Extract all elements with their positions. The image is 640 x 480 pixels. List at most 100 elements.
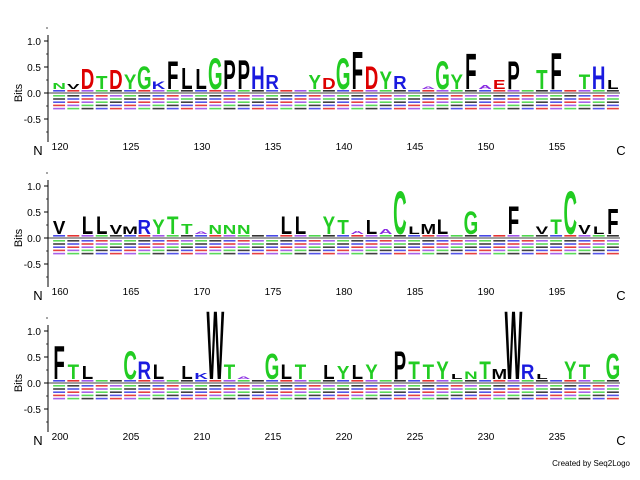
positive-residue-stack [464,90,477,92]
negative-residue-stack [479,249,492,252]
position-label: 150 [478,142,495,153]
positive-residue-stack [535,380,548,382]
negative-residue-stack [564,101,577,103]
negative-residue-stack [479,394,492,397]
negative-residue-stack [464,246,477,248]
positive-residue-stack [450,90,463,92]
positive-residue-stack [365,380,378,382]
positive-residue-stack [223,235,236,237]
negative-residue-stack [479,101,492,103]
negative-residue-stack [124,95,137,97]
negative-residue-stack [422,391,435,393]
negative-residue-stack [322,394,335,397]
negative-residue-stack [578,243,591,245]
negative-residue-stack [507,391,520,393]
negative-residue-stack [195,252,208,255]
negative-residue-stack [606,246,619,248]
logo-letter: Y [124,71,137,95]
negative-residue-stack [124,394,137,397]
negative-residue-stack [53,252,66,255]
negative-residue-stack [152,246,165,248]
negative-residue-stack [152,95,165,97]
credit-text: Created by Seq2Logo [552,459,630,468]
negative-residue-stack [521,107,534,110]
negative-residue-stack [152,249,165,252]
negative-residue-stack [535,246,548,248]
negative-residue-stack [67,391,80,393]
logo-letter: A [422,86,436,90]
negative-residue-stack [294,397,307,400]
logo-letter: T [337,216,349,239]
negative-residue-stack [436,391,449,393]
logo-letter: C [393,179,407,248]
negative-residue-stack [209,391,222,393]
negative-residue-stack [237,249,250,252]
negative-residue-stack [266,391,279,393]
negative-residue-stack [564,104,577,107]
negative-residue-stack [166,240,179,242]
negative-residue-stack [606,391,619,393]
negative-residue-stack [550,388,563,390]
negative-residue-stack [521,391,534,393]
negative-residue-stack [124,385,137,387]
y-tick-label: -0.5 [24,115,42,126]
negative-residue-stack [379,394,392,397]
positive-residue-stack [592,380,605,382]
position-label: 130 [194,142,211,153]
positive-residue-stack [450,380,463,382]
negative-residue-stack [606,385,619,387]
positive-residue-stack [592,235,605,237]
positive-residue-stack [507,235,520,237]
negative-residue-stack [266,385,279,387]
negative-residue-stack [450,391,463,393]
negative-residue-stack [564,98,577,100]
negative-residue-stack [578,252,591,255]
logo-letter: R [138,356,152,384]
negative-residue-stack [138,95,151,97]
negative-residue-stack [351,397,364,400]
logo-letter: T [224,361,236,385]
c-terminus-label: C [616,143,625,158]
negative-residue-stack [564,95,577,97]
positive-residue-stack [166,235,179,237]
negative-residue-stack [450,385,463,387]
negative-residue-stack [464,240,477,242]
negative-residue-stack [422,101,435,103]
negative-residue-stack [337,104,350,107]
negative-residue-stack [337,107,350,110]
negative-residue-stack [337,95,350,97]
negative-residue-stack [322,391,335,393]
negative-residue-stack [479,95,492,97]
position-label: 210 [194,432,211,443]
positive-residue-stack [479,235,492,237]
negative-residue-stack [365,246,378,248]
positive-residue-stack [95,380,108,382]
negative-residue-stack [195,98,208,100]
negative-residue-stack [138,107,151,110]
negative-residue-stack [294,246,307,248]
positive-residue-stack [195,235,208,237]
positive-residue-stack [578,90,591,92]
negative-residue-stack [379,107,392,110]
negative-residue-stack [550,104,563,107]
negative-residue-stack [322,104,335,107]
negative-residue-stack [592,104,605,107]
negative-residue-stack [550,397,563,400]
logo-letter: T [550,216,562,240]
negative-residue-stack [308,249,321,252]
negative-residue-stack [294,243,307,245]
positive-residue-stack [351,90,364,92]
logo-letter: N [237,223,251,238]
negative-residue-stack [550,249,563,252]
logo-letter: G [265,348,280,388]
logo-letter: L [82,362,93,383]
negative-residue-stack [564,240,577,242]
positive-residue-stack [138,90,151,92]
negative-residue-stack [535,394,548,397]
negative-residue-stack [81,246,94,248]
negative-residue-stack [436,397,449,400]
negative-residue-stack [479,385,492,387]
negative-residue-stack [67,95,80,97]
negative-residue-stack [280,385,293,387]
negative-residue-stack [379,397,392,400]
